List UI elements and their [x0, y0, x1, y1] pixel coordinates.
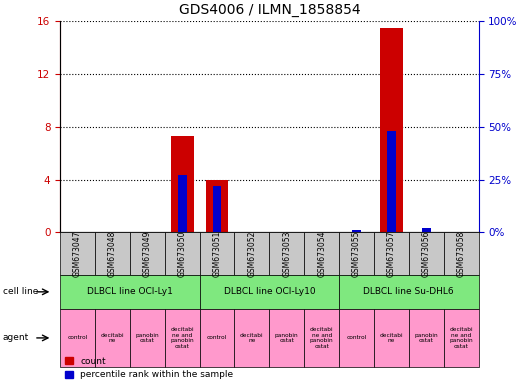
Text: decitabi
ne: decitabi ne	[240, 333, 264, 343]
Text: GSM673051: GSM673051	[212, 230, 222, 276]
Text: decitabi
ne and
panobin
ostat: decitabi ne and panobin ostat	[170, 327, 194, 349]
Text: decitabi
ne: decitabi ne	[380, 333, 403, 343]
Text: decitabi
ne and
panobin
ostat: decitabi ne and panobin ostat	[310, 327, 334, 349]
Text: GSM673049: GSM673049	[143, 230, 152, 277]
Text: GSM673056: GSM673056	[422, 230, 431, 277]
Bar	[171, 136, 194, 232]
Text: cell line: cell line	[3, 287, 38, 296]
Text: GSM673058: GSM673058	[457, 230, 465, 276]
Text: DLBCL line OCI-Ly1: DLBCL line OCI-Ly1	[87, 287, 173, 296]
Text: GSM673057: GSM673057	[387, 230, 396, 277]
Bar	[380, 28, 403, 232]
Bar	[178, 175, 187, 232]
Bar	[422, 228, 430, 232]
Bar	[206, 180, 229, 232]
Text: GSM673052: GSM673052	[247, 230, 256, 276]
Bar	[213, 186, 221, 232]
Text: panobin
ostat: panobin ostat	[275, 333, 299, 343]
Bar	[387, 131, 396, 232]
Text: control: control	[207, 335, 227, 341]
Text: control: control	[346, 335, 367, 341]
Bar	[352, 230, 361, 232]
Legend: count, percentile rank within the sample: count, percentile rank within the sample	[65, 357, 233, 379]
Text: decitabi
ne: decitabi ne	[100, 333, 124, 343]
Text: DLBCL line Su-DHL6: DLBCL line Su-DHL6	[363, 287, 454, 296]
Text: decitabi
ne and
panobin
ostat: decitabi ne and panobin ostat	[449, 327, 473, 349]
Text: panobin
ostat: panobin ostat	[135, 333, 159, 343]
Text: panobin
ostat: panobin ostat	[414, 333, 438, 343]
Text: GSM673055: GSM673055	[352, 230, 361, 277]
Text: DLBCL line OCI-Ly10: DLBCL line OCI-Ly10	[223, 287, 315, 296]
Text: GSM673054: GSM673054	[317, 230, 326, 277]
Text: control: control	[67, 335, 88, 341]
Text: GSM673048: GSM673048	[108, 230, 117, 276]
Text: agent: agent	[3, 333, 29, 343]
Text: GSM673053: GSM673053	[282, 230, 291, 277]
Text: GSM673050: GSM673050	[178, 230, 187, 277]
Title: GDS4006 / ILMN_1858854: GDS4006 / ILMN_1858854	[178, 3, 360, 17]
Text: GSM673047: GSM673047	[73, 230, 82, 277]
